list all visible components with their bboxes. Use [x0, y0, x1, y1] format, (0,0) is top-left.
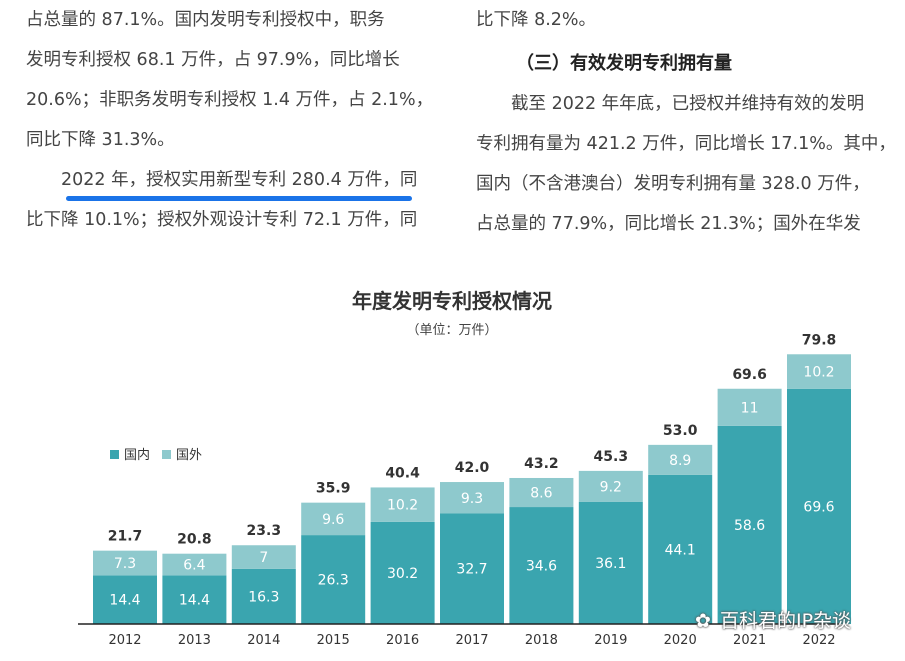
bar-foreign: [578, 470, 643, 502]
bar-foreign: [509, 477, 574, 508]
data-label-domestic: 14.4: [179, 593, 210, 609]
legend-swatch-domestic: [110, 450, 119, 459]
patent-grant-chart: 年度发明专利授权情况 （单位：万件） 国内 国外 14.4 7.3 21.7 2012 14.4…: [78, 289, 851, 648]
bar-domestic: [717, 425, 782, 624]
data-label-total: 42.0: [455, 460, 490, 476]
data-label-total: 79.8: [802, 332, 837, 348]
x-tick-label: 2017: [455, 633, 488, 648]
x-tick-label: 2020: [664, 633, 697, 648]
bar-domestic: [301, 535, 366, 624]
bar-domestic: [509, 507, 574, 624]
bar-domestic: [93, 575, 157, 624]
bar-domestic: [578, 501, 643, 624]
bar-foreign: [440, 482, 504, 514]
paragraph-line: 同比下降 31.3%。: [26, 130, 175, 150]
x-tick-label: 2019: [594, 633, 627, 648]
x-tick-label: 2014: [247, 633, 280, 648]
section-heading: （三）有效发明专利拥有量: [516, 53, 732, 74]
watermark: ✿ 百科君的IP杂谈: [690, 606, 851, 633]
data-label-domestic: 34.6: [526, 559, 557, 575]
x-tick-label: 2022: [802, 633, 835, 648]
bar-foreign: [93, 550, 157, 576]
data-label-total: 40.4: [385, 465, 420, 481]
x-tick-label: 2016: [386, 633, 419, 648]
data-label-foreign: 10.2: [387, 498, 418, 514]
data-label-total: 23.3: [247, 523, 282, 539]
data-label-foreign: 8.6: [530, 486, 552, 502]
data-label-total: 45.3: [594, 449, 629, 465]
paragraph-line: 截至 2022 年年底，已授权并维持有效的发明: [511, 94, 865, 114]
x-tick-label: 2013: [178, 633, 211, 648]
data-label-domestic: 14.4: [109, 593, 140, 609]
data-label-domestic: 16.3: [248, 589, 279, 605]
paragraph-line: 国内（不含港澳台）发明专利拥有量 328.0 万件，: [476, 174, 870, 194]
data-label-total: 35.9: [316, 481, 351, 497]
right-text-column: 比下降 8.2%。 （三）有效发明专利拥有量 截至 2022 年年底，已授权并维…: [476, 0, 896, 244]
x-tick-label: 2021: [733, 633, 766, 648]
bar-domestic: [440, 513, 504, 624]
chart-subtitle: （单位：万件）: [406, 323, 497, 338]
bar-foreign: [301, 502, 366, 536]
bar-domestic: [648, 474, 713, 624]
data-label-domestic: 36.1: [595, 556, 626, 572]
data-label-foreign: 9.2: [600, 479, 622, 495]
data-label-foreign: 6.4: [183, 558, 205, 574]
paragraph-line: 比下降 8.2%。: [476, 10, 597, 30]
paragraph-line: 发明专利授权 68.1 万件，占 97.9%，同比增长: [26, 50, 400, 70]
paragraph-line: 专利拥有量为 421.2 万件，同比增长 17.1%。其中，: [476, 134, 896, 154]
data-label-total: 20.8: [177, 532, 212, 548]
bar-foreign: [648, 444, 713, 475]
bar-foreign: [162, 553, 227, 576]
paragraph-line: 占总量的 77.9%，同比增长 21.3%；国外在华发: [476, 214, 861, 234]
data-label-total: 21.7: [108, 529, 143, 545]
data-label-foreign: 7.3: [114, 556, 136, 572]
bar-foreign: [787, 354, 851, 389]
data-label-foreign: 9.6: [322, 512, 344, 528]
bar-domestic: [162, 575, 227, 624]
bar-foreign: [370, 487, 435, 522]
legend-label-domestic: 国内: [124, 447, 150, 463]
paragraph-line: 占总量的 87.1%。国内发明专利授权中，职务: [26, 10, 385, 30]
x-tick-label: 2015: [317, 633, 350, 648]
data-label-domestic: 26.3: [318, 573, 349, 589]
paragraph-line: 20.6%；非职务发明专利授权 1.4 万件，占 2.1%，: [26, 90, 434, 110]
bar-foreign: [717, 388, 782, 426]
data-label-domestic: 69.6: [803, 499, 834, 515]
data-label-domestic: 30.2: [387, 566, 418, 582]
data-label-domestic: 44.1: [665, 542, 696, 558]
bar-domestic: [787, 388, 851, 624]
x-tick-label: 2012: [108, 633, 141, 648]
data-label-foreign: 8.9: [669, 453, 691, 469]
data-label-foreign: 11: [741, 400, 759, 416]
highlight-underline: [66, 196, 412, 201]
data-label-domestic: 58.6: [734, 518, 765, 534]
watermark-text: 百科君的IP杂谈: [720, 610, 852, 632]
bar-foreign: [231, 545, 296, 569]
wechat-icon: ✿: [695, 610, 711, 632]
highlighted-paragraph-line: 2022 年，授权实用新型专利 280.4 万件，同: [61, 170, 418, 190]
legend-swatch-foreign: [162, 450, 171, 459]
data-label-total: 69.6: [732, 367, 767, 383]
data-label-foreign: 10.2: [803, 365, 834, 381]
chart-title: 年度发明专利授权情况: [352, 289, 552, 313]
data-label-total: 43.2: [524, 456, 559, 472]
bar-domestic: [231, 568, 296, 624]
legend-label-foreign: 国外: [176, 448, 202, 463]
paragraph-line: 比下降 10.1%；授权外观设计专利 72.1 万件，同: [26, 210, 418, 230]
data-label-domestic: 32.7: [456, 562, 487, 578]
bar-domestic: [370, 521, 435, 624]
data-label-foreign: 7: [259, 550, 268, 566]
data-label-total: 53.0: [663, 423, 698, 439]
x-tick-label: 2018: [525, 633, 558, 648]
data-label-foreign: 9.3: [461, 491, 483, 507]
left-text-column: 占总量的 87.1%。国内发明专利授权中，职务 发明专利授权 68.1 万件，占…: [26, 0, 446, 240]
